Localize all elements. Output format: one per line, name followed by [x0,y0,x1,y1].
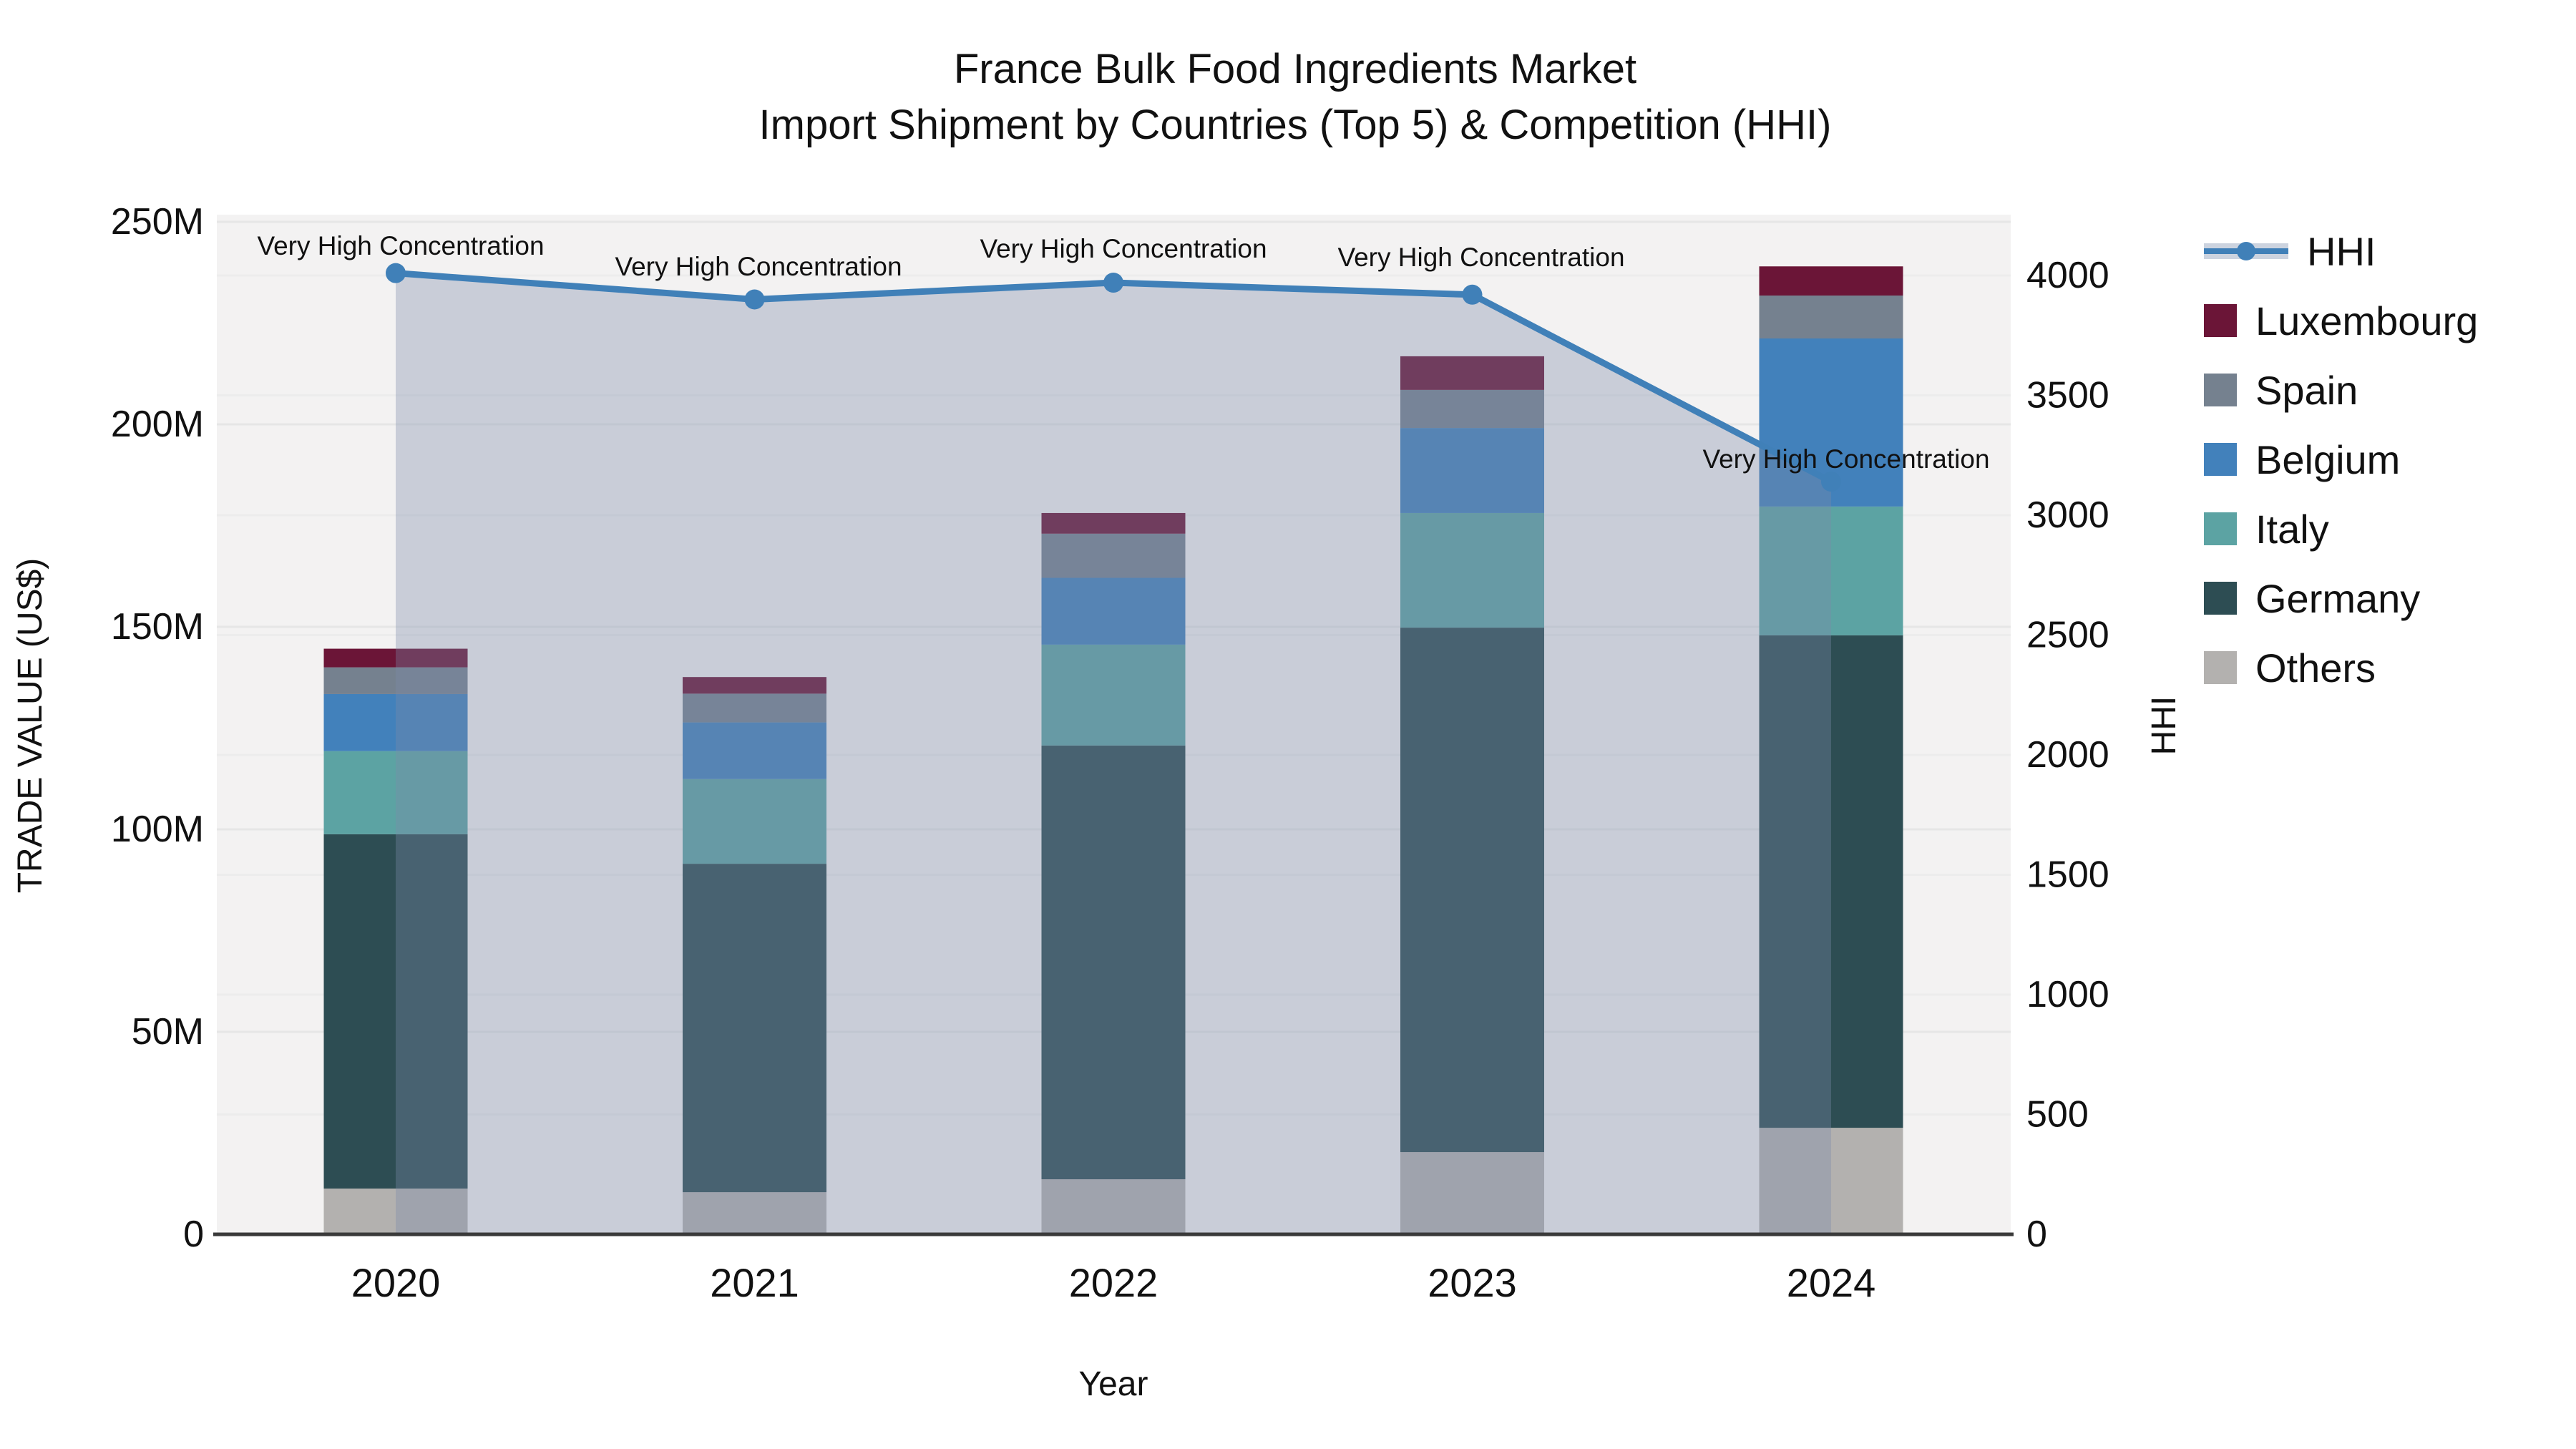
legend-item-germany: Germany [2204,575,2478,621]
bar-segment-luxembourg-2021 [683,677,826,694]
bar-segment-italy-2022 [1041,644,1186,746]
bar-segment-belgium-2020 [323,693,468,751]
bar-segment-italy-2024 [1759,506,1903,635]
bar-segment-spain-2022 [1041,533,1186,578]
hhi-marker-2021 [744,289,765,310]
y-axis-title-right: HHI [2145,696,2183,756]
annotation-2020: Very High Concentration [257,231,544,260]
bar-segment-others-2024 [1759,1128,1903,1234]
bar-segment-germany-2023 [1400,628,1544,1153]
annotation-2024: Very High Concentration [1702,444,1989,474]
bar-segment-others-2022 [1041,1179,1186,1234]
hhi-line-sample [2204,235,2288,267]
right-tick-2000: 2000 [2026,734,2109,776]
y-axis-title-left: TRADE VALUE (US$) [11,558,49,894]
bar-segment-germany-2020 [323,834,468,1189]
legend-swatch-belgium [2204,443,2237,476]
bar-segment-belgium-2022 [1041,577,1186,645]
legend-label-others: Others [2255,645,2376,691]
hhi-marker-2023 [1462,284,1483,305]
x-axis-title: Year [1079,1365,1148,1403]
bar-segment-spain-2021 [683,693,826,723]
bar-segment-luxembourg-2023 [1400,356,1544,390]
right-tick-1000: 1000 [2026,974,2109,1015]
hhi-area-fill [396,273,1831,1234]
right-tick-0: 0 [2026,1214,2047,1255]
legend-label-spain: Spain [2255,367,2358,413]
right-tick-500: 500 [2026,1094,2089,1136]
x-tick-2024: 2024 [1787,1260,1876,1305]
chart-title-line2: Import Shipment by Countries (Top 5) & C… [758,102,1832,148]
bar-segment-luxembourg-2024 [1759,266,1903,296]
bar-segment-spain-2020 [323,667,468,694]
hhi-marker-2020 [386,263,406,283]
left-tick-50M: 50M [132,1011,204,1053]
right-tick-3000: 3000 [2026,494,2109,536]
annotation-2021: Very High Concentration [615,252,902,281]
bar-segment-others-2021 [683,1192,826,1234]
right-tick-3500: 3500 [2026,375,2109,416]
bar-segment-luxembourg-2022 [1041,512,1186,534]
legend-label-germany: Germany [2255,575,2421,621]
annotation-2023: Very High Concentration [1337,243,1624,272]
x-tick-2023: 2023 [1428,1260,1517,1305]
bar-segment-germany-2021 [683,864,826,1193]
legend: HHI Luxembourg Spain Belgium Italy Germany Oth… [2204,228,2479,691]
legend-item-hhi: HHI [2204,228,2478,274]
legend-item-luxembourg: Luxembourg [2204,298,2479,343]
bar-segment-italy-2021 [683,779,826,864]
bar-segment-germany-2024 [1759,635,1903,1128]
legend-swatch-germany [2204,582,2237,615]
legend-swatch-spain [2204,374,2237,406]
bar-segment-belgium-2023 [1400,428,1544,513]
legend-item-others: Others [2204,645,2478,691]
bar-segment-others-2023 [1400,1152,1544,1234]
x-tick-2020: 2020 [351,1260,441,1305]
hhi-marker-2024 [1821,472,1841,492]
legend-item-spain: Spain [2204,367,2478,413]
hhi-marker-2022 [1103,273,1123,293]
bar-segment-luxembourg-2020 [323,648,468,668]
left-tick-100M: 100M [111,809,204,850]
annotation-2022: Very High Concentration [980,234,1267,263]
bar-segment-italy-2023 [1400,512,1544,628]
left-tick-0: 0 [183,1214,204,1255]
bar-segment-italy-2020 [323,751,468,834]
bar-segment-spain-2024 [1759,296,1903,339]
legend-label-hhi: HHI [2307,228,2376,274]
left-tick-150M: 150M [111,606,204,648]
left-tick-250M: 250M [111,201,204,243]
legend-swatch-others [2204,651,2237,684]
bar-segment-belgium-2021 [683,722,826,779]
right-tick-1500: 1500 [2026,854,2109,896]
bar-segment-germany-2022 [1041,745,1186,1180]
right-tick-4000: 4000 [2026,255,2109,296]
x-tick-2021: 2021 [710,1260,799,1305]
legend-item-italy: Italy [2204,506,2478,552]
right-tick-2500: 2500 [2026,615,2109,656]
chart-title: France Bulk Food Ingredients Market Impo… [759,42,1832,153]
legend-label-luxembourg: Luxembourg [2255,298,2479,343]
left-tick-200M: 200M [111,404,204,445]
bar-segment-spain-2023 [1400,389,1544,429]
legend-swatch-luxembourg [2204,304,2237,337]
legend-label-italy: Italy [2255,506,2329,552]
legend-label-belgium: Belgium [2255,436,2401,482]
chart-title-line1: France Bulk Food Ingredients Market [953,46,1637,92]
legend-swatch-italy [2204,512,2237,545]
legend-item-belgium: Belgium [2204,436,2478,482]
x-tick-2022: 2022 [1069,1260,1158,1305]
bar-segment-others-2020 [323,1189,468,1234]
